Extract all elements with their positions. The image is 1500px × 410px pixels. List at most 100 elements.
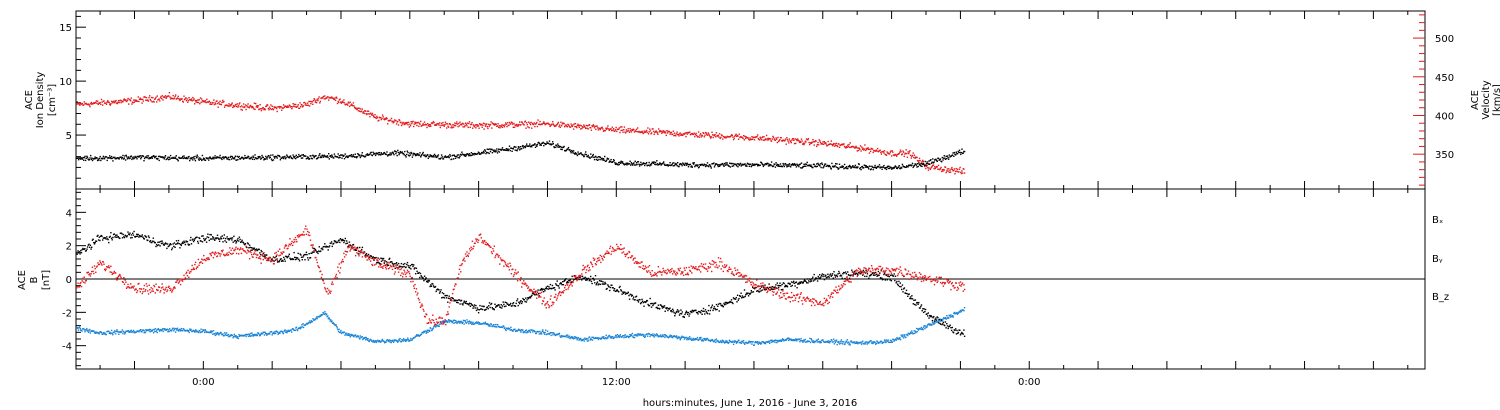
- data-point: [87, 244, 89, 246]
- data-point: [133, 157, 136, 159]
- data-point: [224, 333, 227, 335]
- data-point: [774, 166, 777, 168]
- data-point: [140, 235, 143, 238]
- data-point: [742, 137, 744, 140]
- data-point: [168, 158, 170, 161]
- data-point: [760, 162, 763, 164]
- data-point: [636, 163, 638, 166]
- data-point: [583, 340, 585, 342]
- data-point: [368, 113, 370, 115]
- data-point: [302, 323, 304, 325]
- data-point: [693, 339, 695, 341]
- data-point: [610, 336, 612, 338]
- data-point: [745, 136, 747, 138]
- data-point: [109, 155, 111, 157]
- data-point: [657, 133, 659, 135]
- data-point: [193, 155, 195, 158]
- data-point: [929, 168, 931, 170]
- data-point: [156, 244, 159, 247]
- data-point: [253, 108, 255, 110]
- data-point: [635, 164, 637, 166]
- data-point: [710, 136, 712, 138]
- data-point: [815, 140, 817, 142]
- data-point: [218, 157, 221, 159]
- data-point: [949, 171, 952, 173]
- data-point: [741, 340, 744, 342]
- data-point: [324, 98, 327, 100]
- data-point: [694, 339, 696, 341]
- data-point: [531, 146, 533, 148]
- data-point: [524, 331, 526, 334]
- data-point: [355, 107, 357, 109]
- data-point: [867, 147, 869, 149]
- data-point: [635, 128, 638, 130]
- data-point: [137, 233, 139, 236]
- data-point: [296, 258, 298, 260]
- data-point: [326, 155, 329, 157]
- data-point: [936, 166, 938, 168]
- data-point: [529, 146, 532, 148]
- data-point: [794, 163, 796, 166]
- data-point: [372, 151, 374, 153]
- data-point: [256, 333, 258, 336]
- data-point: [924, 327, 926, 330]
- data-point: [641, 130, 643, 133]
- data-point: [103, 331, 105, 334]
- data-point: [570, 152, 572, 154]
- data-point: [489, 150, 492, 153]
- data-point: [157, 328, 160, 330]
- data-point: [228, 103, 230, 105]
- data-point: [697, 131, 700, 133]
- data-point: [869, 165, 871, 168]
- data-point: [847, 341, 850, 343]
- data-point: [176, 97, 179, 99]
- data-point: [540, 144, 542, 146]
- data-point: [760, 137, 762, 140]
- data-point: [524, 120, 527, 122]
- data-point: [692, 163, 695, 165]
- data-point: [403, 123, 405, 126]
- data-point: [963, 307, 966, 309]
- data-point: [611, 129, 613, 132]
- data-point: [607, 337, 609, 339]
- data-point: [634, 160, 636, 162]
- data-point: [315, 249, 317, 252]
- data-point: [445, 123, 447, 125]
- data-point: [409, 123, 411, 125]
- data-point: [218, 334, 220, 336]
- data-point: [116, 329, 118, 331]
- data-point: [213, 103, 216, 106]
- data-point: [777, 136, 779, 139]
- data-point: [213, 99, 215, 101]
- data-point: [458, 320, 460, 322]
- data-point: [252, 335, 254, 337]
- data-point: [439, 122, 441, 124]
- data-point: [109, 103, 111, 105]
- data-point: [324, 312, 327, 315]
- data-point: [554, 333, 556, 336]
- data-point: [451, 158, 453, 160]
- data-point: [856, 341, 859, 343]
- data-point: [217, 333, 219, 335]
- data-point: [948, 168, 950, 170]
- data-point: [223, 334, 225, 337]
- data-point: [563, 145, 565, 148]
- data-point: [670, 336, 672, 338]
- data-point: [434, 155, 436, 157]
- data-point: [526, 124, 528, 126]
- data-point: [183, 328, 185, 330]
- data-point: [661, 334, 664, 336]
- data-point: [157, 157, 159, 160]
- data-point: [483, 152, 485, 154]
- data-point: [211, 103, 213, 105]
- data-point: [331, 154, 333, 156]
- data-point: [162, 99, 164, 101]
- data-point: [185, 100, 188, 102]
- data-point: [631, 334, 633, 337]
- data-point: [592, 155, 594, 157]
- data-point: [387, 123, 389, 125]
- data-point: [90, 248, 92, 250]
- data-point: [748, 165, 751, 167]
- data-point: [930, 162, 933, 164]
- data-point: [487, 127, 489, 130]
